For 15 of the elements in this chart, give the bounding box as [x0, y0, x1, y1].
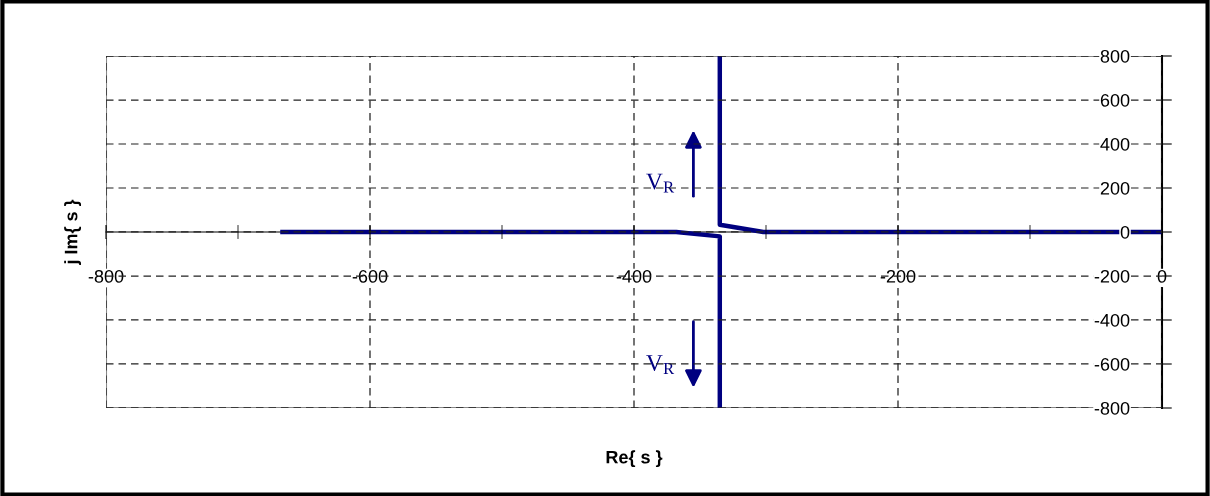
x-axis-title: Re{ s }	[606, 450, 663, 468]
x-tick-label: -400	[616, 269, 652, 283]
x-tick-label: -800	[88, 269, 124, 283]
y-tick-label: -400	[1094, 313, 1130, 327]
x-tick-label: -600	[352, 269, 388, 283]
y-tick-label: 600	[1100, 93, 1130, 107]
y-tick-label: 0	[1120, 225, 1130, 239]
y-tick-label: 800	[1100, 49, 1130, 63]
y-axis-title: j Im{ s }	[64, 199, 81, 265]
y-tick-label: -800	[1094, 401, 1130, 415]
y-tick-label: -600	[1094, 357, 1130, 371]
y-tick-label: 200	[1100, 181, 1130, 195]
annotation: V$_{R}$	[646, 173, 675, 193]
x-tick-label: -200	[880, 269, 916, 283]
y-tick-label: 400	[1100, 137, 1130, 151]
